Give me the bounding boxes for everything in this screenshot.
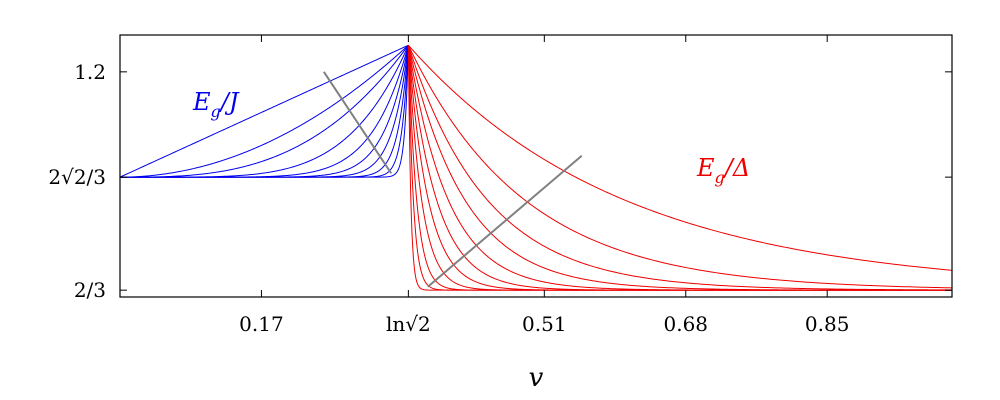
y-tick-label-3: 2/3 <box>74 278 106 302</box>
red-curve-11 <box>407 45 952 291</box>
series-label-red-sub: g <box>715 168 725 187</box>
series-label-red: Eg/Δ <box>696 154 750 187</box>
x-tick-label-2: ln√2 <box>386 312 431 336</box>
red-curve-3 <box>407 45 953 291</box>
red-curve-1 <box>407 44 953 271</box>
series-label-blue: Eg/J <box>192 88 240 121</box>
blue-curve-1 <box>119 44 409 178</box>
red-curve-10 <box>407 45 952 291</box>
x-tick-label-4: 0.68 <box>663 312 708 336</box>
blue-curve-4 <box>119 45 409 178</box>
blue-curve-3 <box>119 44 409 178</box>
red-curve-6 <box>407 45 952 291</box>
y-tick-label-1: 1.2 <box>74 60 106 84</box>
annotation-layer <box>323 71 583 288</box>
y-tick-label-2: 2√2/3 <box>48 165 106 189</box>
series-label-blue-main: E <box>192 88 211 116</box>
series-label-blue-sub: g <box>211 102 221 121</box>
tick-layer: 0.17 ln√2 0.51 0.68 0.85 1.2 2√2/3 2/3 <box>48 35 952 336</box>
x-tick-label-5: 0.85 <box>805 312 850 336</box>
annotation-line-1 <box>323 71 393 174</box>
red-curve-4 <box>407 45 952 291</box>
red-curve-7 <box>407 45 952 291</box>
red-curve-5 <box>407 45 952 291</box>
blue-curve-2 <box>119 44 409 178</box>
red-curve-8 <box>407 45 952 291</box>
x-tick-label-1: 0.17 <box>239 312 284 336</box>
blue-curve-10 <box>120 45 409 178</box>
x-tick-label-3: 0.51 <box>522 312 567 336</box>
x-axis-label: v <box>529 363 544 393</box>
series-label-blue-rest: /J <box>219 88 240 116</box>
plot-frame <box>119 34 953 298</box>
red-curve-9 <box>407 45 952 291</box>
red-curve-2 <box>407 44 953 289</box>
series-label-red-main: E <box>696 154 715 182</box>
series-label-red-rest: /Δ <box>723 154 750 182</box>
series-layer <box>119 44 953 291</box>
annotation-line-2 <box>427 155 583 288</box>
